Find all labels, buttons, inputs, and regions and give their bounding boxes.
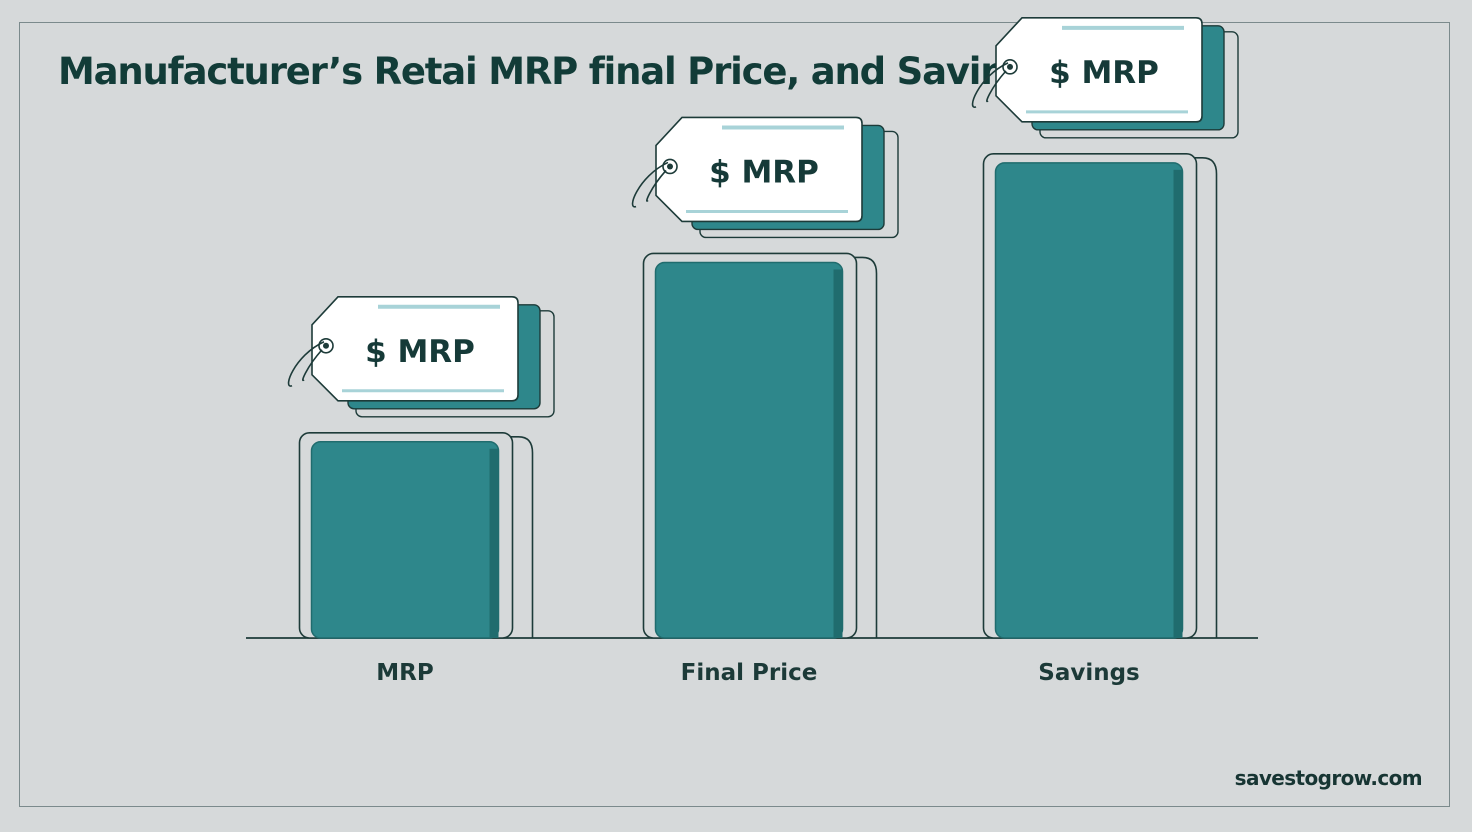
tag-string bbox=[631, 161, 669, 208]
tag-front bbox=[311, 295, 519, 402]
chart-frame bbox=[19, 22, 1450, 807]
bar-group-2: $ MRP Final Price bbox=[631, 116, 899, 686]
tag-hole-center bbox=[667, 163, 673, 170]
x-tick-label: MRP bbox=[376, 660, 433, 686]
bar-side-shade bbox=[833, 269, 843, 638]
bar-side-shade bbox=[489, 448, 499, 638]
bar-group-1: $ MRP MRP bbox=[287, 295, 555, 686]
tag-string bbox=[971, 62, 1009, 108]
tag-string bbox=[287, 341, 325, 387]
data-label: $ MRP bbox=[1049, 55, 1159, 91]
bar-group-3: $ MRP Savings bbox=[971, 17, 1239, 686]
price-tag-2: $ MRP bbox=[631, 116, 899, 239]
bar-2 bbox=[655, 262, 843, 638]
tag-hole-center bbox=[1007, 63, 1013, 70]
price-tag-3: $ MRP bbox=[971, 17, 1239, 139]
bar-1 bbox=[311, 441, 499, 638]
tag-front bbox=[995, 17, 1203, 123]
bars-group: $ MRP MRP $ MRP Final Price $ MRP Savings bbox=[287, 17, 1239, 686]
x-tick-label: Savings bbox=[1038, 660, 1140, 686]
bar-edge bbox=[654, 261, 844, 639]
price-tag-1: $ MRP bbox=[287, 295, 555, 418]
tag-front bbox=[655, 116, 863, 223]
bar-side-shade bbox=[1173, 169, 1183, 638]
bar-edge bbox=[310, 441, 500, 639]
x-tick-label: Final Price bbox=[681, 660, 818, 686]
data-label: $ MRP bbox=[365, 334, 475, 370]
data-label: $ MRP bbox=[709, 154, 819, 190]
watermark: savestogrow.com bbox=[1234, 766, 1423, 790]
tag-hole-center bbox=[323, 342, 329, 349]
bar-edge bbox=[994, 162, 1184, 639]
bar-3 bbox=[995, 162, 1183, 638]
chart-title: Manufacturer’s Retai MRP final Price, an… bbox=[58, 50, 1053, 93]
